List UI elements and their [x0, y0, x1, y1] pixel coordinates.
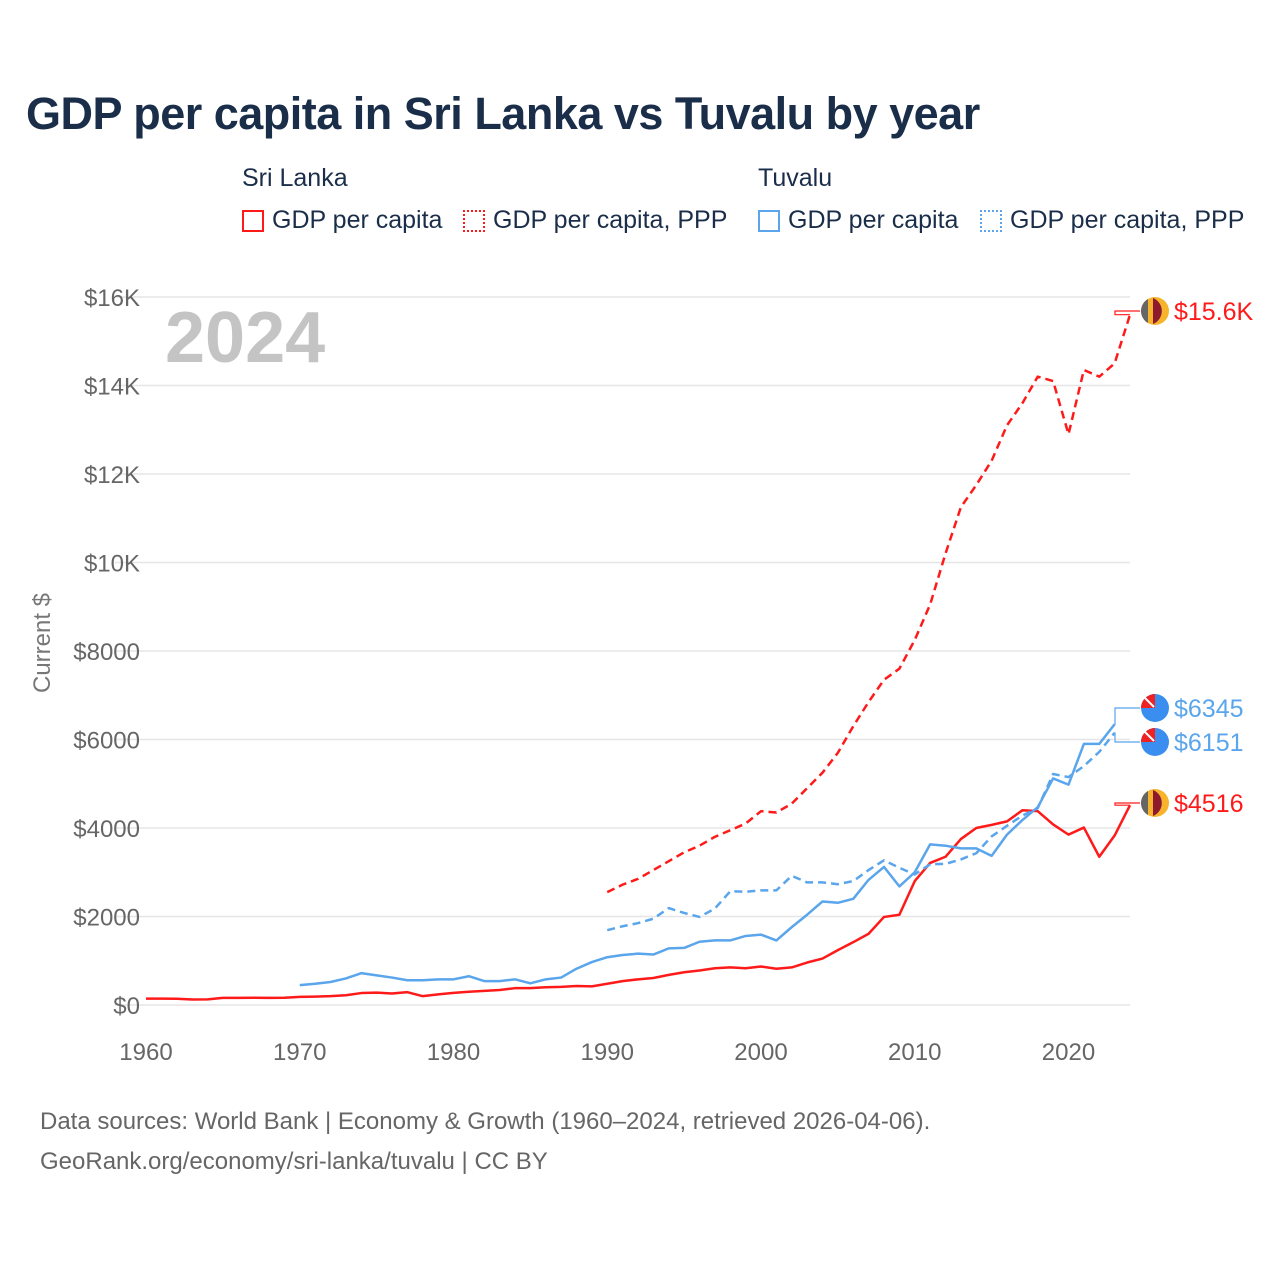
end-value-label: $6345	[1174, 695, 1244, 723]
y-tick-label: $4000	[73, 816, 140, 843]
legend-group-tuvalu: Tuvalu	[758, 164, 833, 192]
label-connector	[1114, 310, 1140, 316]
series-line[interactable]	[299, 723, 1116, 987]
legend-group-sri-lanka: Sri Lanka	[242, 164, 348, 192]
legend-item-tuvalu-ppp[interactable]: GDP per capita, PPP	[980, 206, 1244, 235]
footer-link[interactable]: GeoRank.org/economy/sri-lanka/tuvalu | C…	[40, 1148, 548, 1175]
y-tick-label: $0	[113, 993, 140, 1020]
y-tick-label: $8000	[73, 639, 140, 666]
end-value-label: $6151	[1174, 729, 1244, 757]
x-tick-label: 1970	[273, 1039, 326, 1066]
legend-swatch-solid	[758, 209, 780, 232]
y-tick-label: $6000	[73, 728, 140, 755]
x-tick-label: 1960	[119, 1039, 172, 1066]
legend-item-sri-lanka-gdp[interactable]: GDP per capita	[242, 206, 442, 235]
y-tick-label: $10K	[84, 551, 140, 578]
y-tick-label: $14K	[84, 374, 140, 401]
y-tick-label: $12K	[84, 462, 140, 489]
legend-label: GDP per capita	[788, 206, 959, 234]
y-tick-label: $2000	[73, 905, 140, 932]
label-connector	[1114, 802, 1140, 806]
x-tick-label: 2000	[734, 1039, 787, 1066]
legend-item-tuvalu-gdp[interactable]: GDP per capita	[758, 206, 958, 235]
legend-label: GDP per capita, PPP	[1010, 206, 1245, 234]
label-connector	[1114, 707, 1140, 725]
legend-swatch-dotted	[980, 209, 1002, 232]
year-watermark: 2024	[165, 298, 325, 378]
series-line[interactable]	[145, 804, 1132, 1001]
series-line[interactable]	[606, 732, 1116, 932]
y-axis-label: Current $	[29, 593, 56, 693]
legend-label: GDP per capita	[272, 206, 443, 234]
x-tick-label: 2020	[1042, 1039, 1095, 1066]
x-tick-label: 1990	[581, 1039, 634, 1066]
footer-sources: Data sources: World Bank | Economy & Gro…	[40, 1108, 931, 1135]
end-value-label: $4516	[1174, 790, 1244, 818]
end-value-label: $15.6K	[1174, 298, 1254, 326]
label-connector	[1114, 732, 1140, 743]
legend-swatch-dotted	[463, 209, 485, 232]
x-tick-label: 2010	[888, 1039, 941, 1066]
legend-swatch-solid	[242, 209, 264, 232]
legend-item-sri-lanka-ppp[interactable]: GDP per capita, PPP	[463, 206, 727, 235]
series-line[interactable]	[606, 314, 1132, 894]
y-tick-label: $16K	[84, 285, 140, 312]
x-tick-label: 1980	[427, 1039, 480, 1066]
chart-title: GDP per capita in Sri Lanka vs Tuvalu by…	[26, 88, 980, 139]
legend-label: GDP per capita, PPP	[493, 206, 728, 234]
